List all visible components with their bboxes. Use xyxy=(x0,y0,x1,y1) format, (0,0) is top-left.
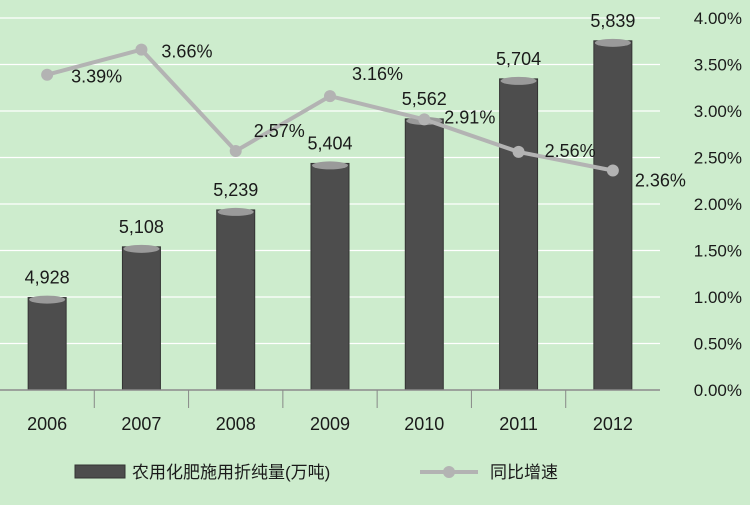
legend-line-marker xyxy=(443,466,455,478)
line-data-label: 2.91% xyxy=(444,107,495,127)
line-data-label: 2.56% xyxy=(545,141,596,161)
bar xyxy=(404,118,444,391)
legend-line-label: 同比增速 xyxy=(490,463,558,482)
line-data-label: 2.57% xyxy=(254,121,305,141)
x-axis-tick-label: 2007 xyxy=(121,414,161,434)
line-data-label: 3.16% xyxy=(352,64,403,84)
right-axis-tick-label: 3.00% xyxy=(694,102,742,121)
bar-data-label: 5,108 xyxy=(119,217,164,237)
right-axis-tick-label: 0.50% xyxy=(694,335,742,354)
x-axis-tick-label: 2008 xyxy=(216,414,256,434)
x-axis-tick-label: 2006 xyxy=(27,414,67,434)
line-point xyxy=(418,113,431,126)
bar-data-label: 5,404 xyxy=(307,133,352,153)
line-point xyxy=(512,145,525,158)
bar-cap xyxy=(500,76,537,85)
line-point xyxy=(135,43,148,56)
right-axis-tick-label: 3.50% xyxy=(694,56,742,75)
legend-bar-label: 农用化肥施用折纯量(万吨) xyxy=(132,463,330,482)
x-axis-tick-label: 2011 xyxy=(499,414,538,434)
right-axis-tick-label: 2.00% xyxy=(694,195,742,214)
bar-data-label: 5,239 xyxy=(213,180,258,200)
legend: 农用化肥施用折纯量(万吨) 同比增速 xyxy=(74,463,558,482)
line-point xyxy=(324,90,336,103)
data-labels: 4,928 5,108 5,239 5,404 5,562 5,704 5,839 3.39%… xyxy=(25,11,686,288)
right-axis-tick-label: 2.50% xyxy=(694,149,742,168)
right-axis-tick-label: 0.00% xyxy=(694,381,742,400)
bar xyxy=(216,209,256,391)
bar xyxy=(27,297,67,391)
legend-bar-swatch xyxy=(74,464,126,479)
bar-cap xyxy=(312,161,348,170)
bar-data-label: 4,928 xyxy=(25,268,70,288)
bar-series xyxy=(27,38,633,391)
bar-data-label: 5,562 xyxy=(402,89,447,109)
right-axis-tick-label: 4.00% xyxy=(694,9,742,28)
bar-data-label: 5,704 xyxy=(496,49,541,69)
bar-cap xyxy=(123,244,160,253)
bar-cap xyxy=(29,295,66,304)
x-axis-tick-label: 2010 xyxy=(404,414,444,434)
axes: 0.00% 0.50% 1.00% 1.50% 2.00% 2.50% 3.00% 3.50%… xyxy=(0,9,742,434)
bar xyxy=(310,162,350,391)
x-axis-tick-label: 2009 xyxy=(310,414,350,434)
bar xyxy=(499,78,539,391)
line-point xyxy=(41,68,54,81)
bar xyxy=(121,246,161,391)
line-point xyxy=(229,144,242,157)
x-axis-tick-label: 2012 xyxy=(593,414,633,434)
right-axis-tick-label: 1.50% xyxy=(694,242,742,261)
line-data-label: 2.36% xyxy=(635,171,686,191)
line-data-label: 3.39% xyxy=(71,67,122,87)
bar xyxy=(593,40,633,391)
line-point xyxy=(606,164,619,177)
bar-cap xyxy=(217,207,254,216)
line-data-label: 3.66% xyxy=(161,42,212,62)
line-series xyxy=(41,43,619,177)
bar-data-label: 5,839 xyxy=(590,11,635,31)
right-axis-tick-label: 1.00% xyxy=(694,288,742,307)
bar-cap xyxy=(594,38,631,47)
